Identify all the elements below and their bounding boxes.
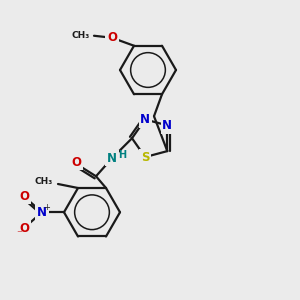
Text: S: S	[141, 151, 149, 164]
Text: N: N	[162, 119, 172, 132]
Text: CH₃: CH₃	[72, 31, 90, 40]
Text: CH₃: CH₃	[35, 178, 53, 187]
Text: N: N	[140, 113, 150, 126]
Text: O: O	[19, 190, 29, 203]
Text: N: N	[107, 152, 117, 165]
Text: O: O	[107, 31, 117, 44]
Text: ⁻: ⁻	[16, 229, 22, 239]
Text: H: H	[118, 150, 126, 160]
Text: O: O	[19, 222, 29, 235]
Text: +: +	[44, 203, 50, 212]
Text: N: N	[37, 206, 47, 219]
Text: O: O	[71, 156, 81, 169]
